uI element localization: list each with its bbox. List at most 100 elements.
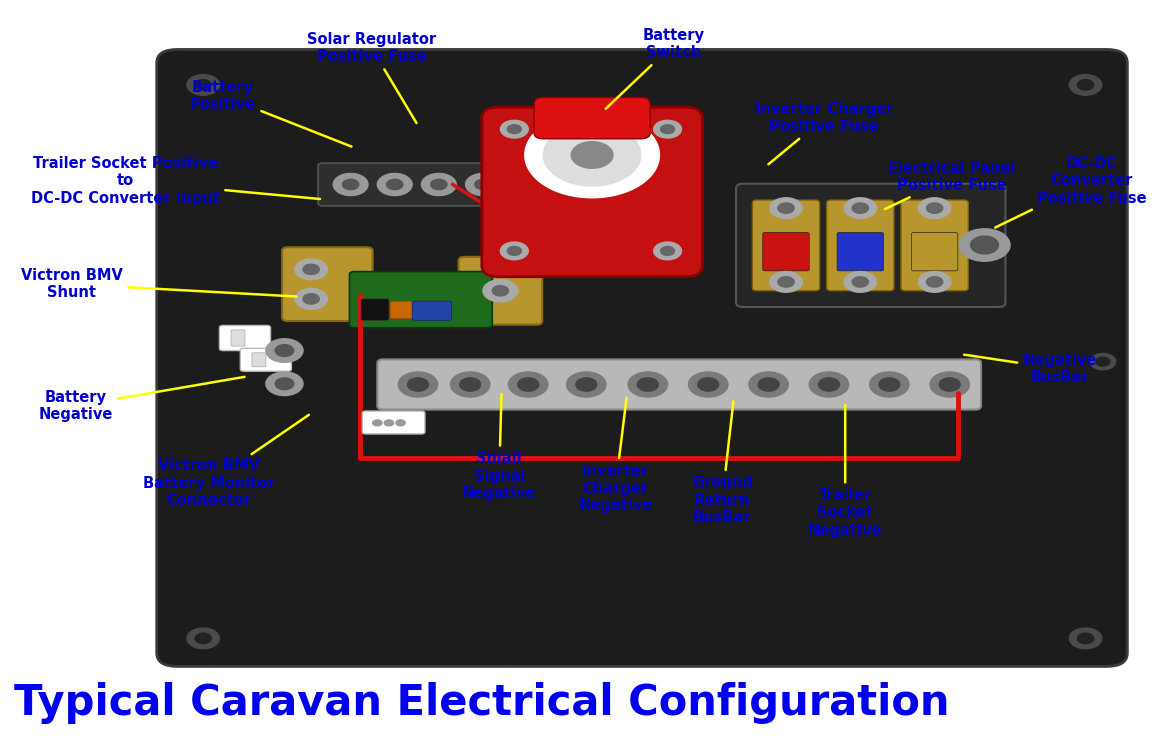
Circle shape xyxy=(926,277,943,287)
FancyBboxPatch shape xyxy=(282,247,373,321)
Circle shape xyxy=(879,378,900,391)
Text: Victron BMV
Battery Monitor
Connector: Victron BMV Battery Monitor Connector xyxy=(143,415,309,508)
FancyBboxPatch shape xyxy=(362,411,425,434)
FancyBboxPatch shape xyxy=(219,325,271,351)
FancyBboxPatch shape xyxy=(827,200,894,291)
Circle shape xyxy=(852,203,868,213)
Circle shape xyxy=(698,378,719,391)
Text: Battery
Switch: Battery Switch xyxy=(606,28,705,108)
FancyBboxPatch shape xyxy=(157,49,1127,666)
Circle shape xyxy=(852,277,868,287)
Text: Trailer
Socket
Negative: Trailer Socket Negative xyxy=(808,405,882,538)
Circle shape xyxy=(187,75,219,95)
FancyBboxPatch shape xyxy=(534,97,650,139)
Circle shape xyxy=(295,259,327,280)
Circle shape xyxy=(844,198,877,218)
Circle shape xyxy=(507,125,521,134)
Circle shape xyxy=(303,294,319,304)
Circle shape xyxy=(384,420,394,426)
FancyBboxPatch shape xyxy=(412,301,452,320)
Circle shape xyxy=(295,289,327,309)
Circle shape xyxy=(195,80,211,90)
Circle shape xyxy=(661,125,675,134)
Circle shape xyxy=(333,173,368,196)
Circle shape xyxy=(275,345,294,356)
Circle shape xyxy=(373,420,382,426)
FancyBboxPatch shape xyxy=(361,299,389,320)
Text: Battery
Positive: Battery Positive xyxy=(190,80,352,147)
Circle shape xyxy=(342,179,359,190)
Circle shape xyxy=(844,272,877,292)
Circle shape xyxy=(809,372,849,397)
Circle shape xyxy=(387,179,403,190)
Circle shape xyxy=(926,203,943,213)
Text: Typical Caravan Electrical Configuration: Typical Caravan Electrical Configuration xyxy=(14,682,950,723)
Circle shape xyxy=(396,420,405,426)
Text: DC-DC
Converter
Positive Fuse: DC-DC Converter Positive Fuse xyxy=(995,156,1146,227)
Circle shape xyxy=(918,272,951,292)
Circle shape xyxy=(475,179,491,190)
Text: Ground
Return
BusBar: Ground Return BusBar xyxy=(692,401,752,525)
Circle shape xyxy=(500,242,528,260)
Circle shape xyxy=(778,277,794,287)
Circle shape xyxy=(398,372,438,397)
Circle shape xyxy=(187,628,219,649)
FancyBboxPatch shape xyxy=(736,184,1005,307)
Circle shape xyxy=(939,378,960,391)
Circle shape xyxy=(408,378,428,391)
Circle shape xyxy=(507,246,521,255)
Circle shape xyxy=(1096,357,1110,366)
Text: Small
Signal
Negative: Small Signal Negative xyxy=(462,394,536,501)
Text: Negative
BusBar: Negative BusBar xyxy=(964,353,1097,385)
Circle shape xyxy=(661,246,675,255)
FancyBboxPatch shape xyxy=(482,107,702,277)
Circle shape xyxy=(654,120,682,138)
Circle shape xyxy=(870,372,909,397)
Circle shape xyxy=(770,272,802,292)
FancyBboxPatch shape xyxy=(837,232,884,271)
Circle shape xyxy=(918,198,951,218)
Circle shape xyxy=(266,339,303,362)
Circle shape xyxy=(971,236,998,254)
Circle shape xyxy=(1077,80,1094,90)
Circle shape xyxy=(466,173,500,196)
Circle shape xyxy=(275,378,294,390)
Circle shape xyxy=(525,112,659,198)
Circle shape xyxy=(377,173,412,196)
Circle shape xyxy=(518,378,539,391)
Circle shape xyxy=(483,280,518,302)
FancyBboxPatch shape xyxy=(240,348,291,371)
Circle shape xyxy=(758,378,779,391)
Circle shape xyxy=(460,378,481,391)
FancyBboxPatch shape xyxy=(377,359,981,410)
Circle shape xyxy=(195,633,211,644)
FancyBboxPatch shape xyxy=(252,353,266,367)
FancyBboxPatch shape xyxy=(763,232,809,271)
Text: Electrical Panel
Positive Fuse: Electrical Panel Positive Fuse xyxy=(885,161,1016,209)
Circle shape xyxy=(778,203,794,213)
Circle shape xyxy=(421,173,456,196)
Circle shape xyxy=(637,378,658,391)
Circle shape xyxy=(266,372,303,396)
Circle shape xyxy=(450,372,490,397)
Circle shape xyxy=(1077,633,1094,644)
Circle shape xyxy=(303,264,319,275)
Text: Victron BMV
Shunt: Victron BMV Shunt xyxy=(21,268,297,300)
Circle shape xyxy=(749,372,788,397)
Text: Battery
Negative: Battery Negative xyxy=(38,377,245,422)
Circle shape xyxy=(1069,628,1102,649)
Circle shape xyxy=(770,198,802,218)
Circle shape xyxy=(492,286,509,296)
FancyBboxPatch shape xyxy=(349,272,492,328)
FancyBboxPatch shape xyxy=(901,200,968,291)
Circle shape xyxy=(930,372,969,397)
Circle shape xyxy=(500,120,528,138)
FancyBboxPatch shape xyxy=(752,200,820,291)
Text: Solar Regulator
Positive Fuse: Solar Regulator Positive Fuse xyxy=(307,32,437,123)
Circle shape xyxy=(509,372,548,397)
Circle shape xyxy=(819,378,839,391)
Circle shape xyxy=(628,372,668,397)
FancyBboxPatch shape xyxy=(459,257,542,325)
Circle shape xyxy=(431,179,447,190)
FancyBboxPatch shape xyxy=(318,163,507,206)
